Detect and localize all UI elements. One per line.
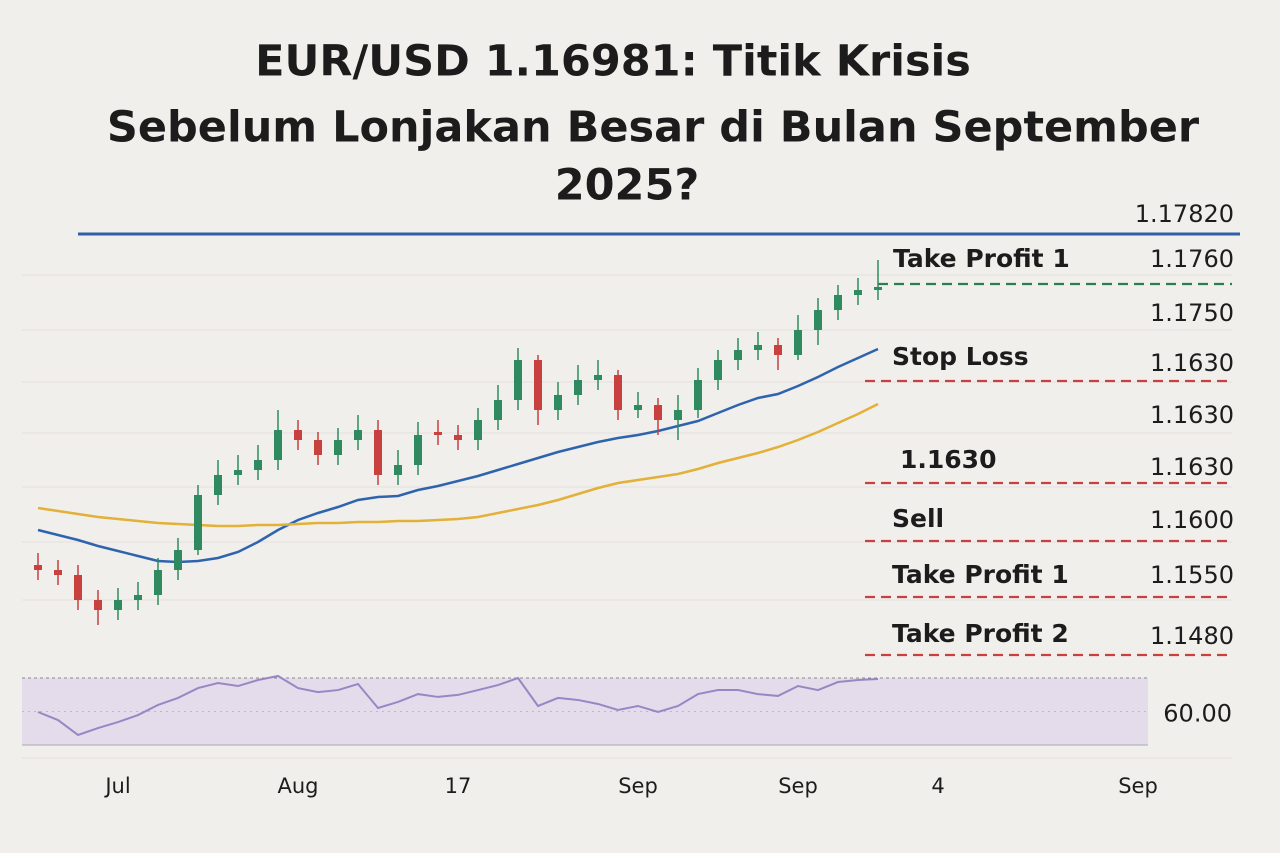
candle-body [794, 330, 802, 355]
x-tick-label: Aug [277, 774, 318, 798]
rsi-line [37, 674, 879, 737]
candle-body [774, 345, 782, 355]
candle-body [134, 595, 142, 600]
rsi-tick-label: 60.00 [1163, 700, 1232, 728]
candle-body [154, 570, 162, 595]
candle-body [214, 475, 222, 495]
x-tick-label: 17 [445, 774, 472, 798]
price-label: 1.1600 [1150, 506, 1234, 534]
price-label: 1.1750 [1150, 299, 1234, 327]
candle-body [674, 410, 682, 420]
candle-body [454, 435, 462, 440]
price-label: 1.1630 [1150, 349, 1234, 377]
price-label: 1.1760 [1150, 245, 1234, 273]
candle-body [254, 460, 262, 470]
candle-body [534, 360, 542, 410]
candle-body [554, 395, 562, 410]
price-label: 1.1480 [1150, 622, 1234, 650]
candle-body [74, 575, 82, 600]
candle-body [394, 465, 402, 475]
candle-body [414, 435, 422, 465]
candle-body [594, 375, 602, 380]
price-label: 1.1550 [1150, 561, 1234, 589]
chart-title: Sebelum Lonjakan Besar di Bulan Septembe… [107, 103, 1200, 153]
candle-body [474, 420, 482, 440]
candle-body [114, 600, 122, 610]
candle-body [34, 565, 42, 570]
price-label: 1.17820 [1135, 200, 1234, 228]
candle-body [274, 430, 282, 460]
candle-body [834, 295, 842, 310]
annotation: 1.1630 [900, 445, 996, 474]
price-label: 1.1630 [1150, 453, 1234, 481]
candle-body [314, 440, 322, 455]
x-tick-label: Sep [1118, 774, 1158, 798]
candle-body [54, 570, 62, 575]
candle-body [874, 287, 882, 290]
candle-body [614, 375, 622, 410]
candle-body [734, 350, 742, 360]
x-tick-label: Sep [778, 774, 818, 798]
moving-average [37, 402, 879, 528]
candle-body [634, 405, 642, 410]
candle-body [94, 600, 102, 610]
candle-body [234, 470, 242, 475]
x-tick-label: Sep [618, 774, 658, 798]
candle-body [694, 380, 702, 410]
candle-body [294, 430, 302, 440]
candle-body [434, 432, 442, 435]
chart-title: EUR/USD 1.16981: Titik Krisis [255, 37, 971, 87]
annotation: Take Profit 1 [893, 244, 1070, 273]
candle-body [174, 550, 182, 570]
candle-body [494, 400, 502, 420]
x-tick-label: 4 [931, 774, 944, 798]
candle-body [334, 440, 342, 455]
candle-body [754, 345, 762, 350]
candle-body [574, 380, 582, 395]
candle-body [654, 405, 662, 420]
x-tick-label: Jul [103, 774, 130, 798]
candle-body [374, 430, 382, 475]
candle-body [194, 495, 202, 550]
candle-body [854, 290, 862, 295]
candle-body [514, 360, 522, 400]
price-label: 1.1630 [1150, 401, 1234, 429]
annotation: Take Profit 2 [892, 619, 1069, 648]
candle-body [814, 310, 822, 330]
annotation: Stop Loss [892, 342, 1029, 371]
chart-title: 2025? [555, 161, 700, 211]
annotation: Sell [892, 504, 944, 533]
candle-body [354, 430, 362, 440]
candle-body [714, 360, 722, 380]
annotation: Take Profit 1 [892, 560, 1069, 589]
grid [22, 274, 1232, 759]
